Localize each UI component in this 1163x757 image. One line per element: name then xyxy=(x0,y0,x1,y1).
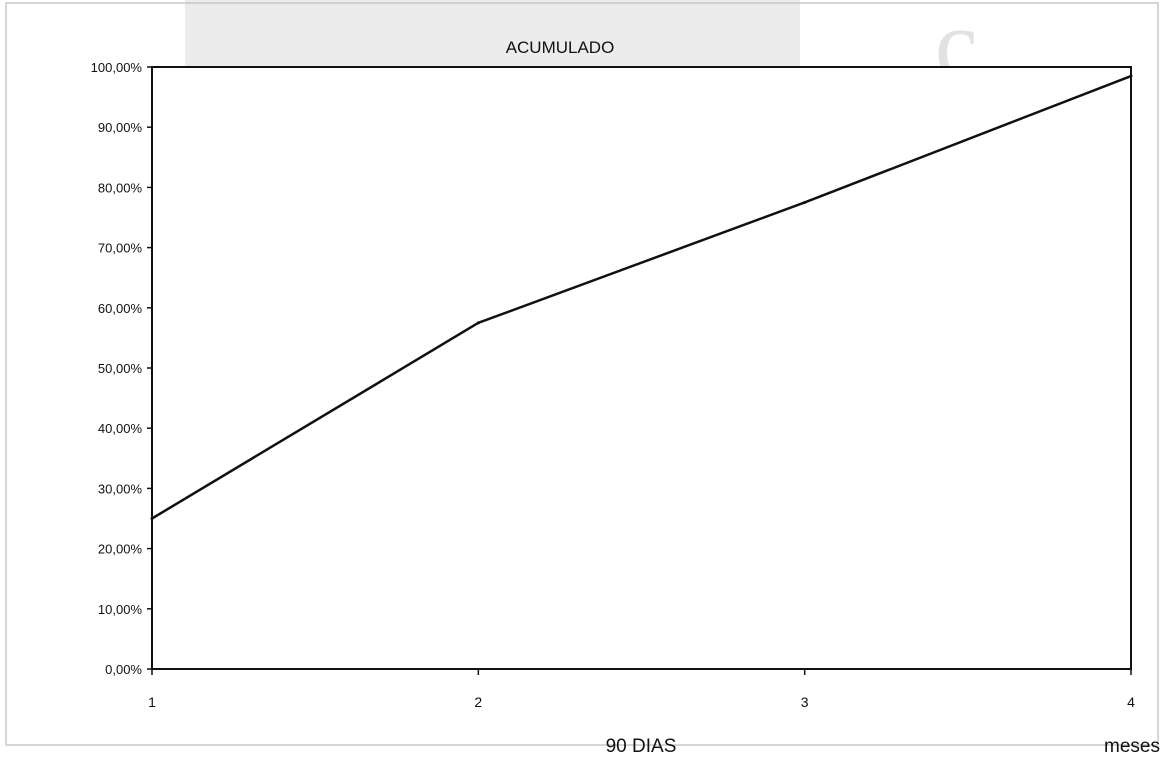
x-tick-label: 1 xyxy=(148,694,156,710)
chart-title: ACUMULADO xyxy=(506,38,615,57)
data-point xyxy=(1129,74,1133,78)
y-tick-label: 70,00% xyxy=(98,241,143,256)
x-axis-label: 90 DIAS xyxy=(606,736,677,757)
x-tick-label: 4 xyxy=(1127,694,1135,710)
chart-frame xyxy=(5,2,1159,746)
series-layer xyxy=(150,74,1133,520)
y-tick-label: 20,00% xyxy=(98,542,143,557)
y-tick-label: 90,00% xyxy=(98,120,143,135)
data-point xyxy=(476,321,480,325)
y-tick-label: 80,00% xyxy=(98,180,143,195)
y-tick-label: 100,00% xyxy=(91,60,143,75)
plot-area xyxy=(151,66,1132,670)
y-tick-label: 40,00% xyxy=(98,421,143,436)
x-tick-label: 2 xyxy=(474,694,482,710)
data-point xyxy=(803,200,807,204)
x-axis-ticks: 1 2 3 4 xyxy=(148,669,1135,710)
y-axis-ticks: 0,00% 10,00% 20,00% 30,00% 40,00% 50,00% 60,00… xyxy=(91,60,152,677)
y-tick-label: 10,00% xyxy=(98,602,143,617)
data-point xyxy=(150,517,154,520)
y-tick-label: 0,00% xyxy=(105,662,142,677)
y-tick-label: 50,00% xyxy=(98,361,143,376)
y-tick-label: 30,00% xyxy=(98,481,143,496)
x-tick-label: 3 xyxy=(801,694,809,710)
x-unit-label: meses xyxy=(1104,736,1160,757)
series-line-1 xyxy=(151,74,1132,520)
y-tick-label: 60,00% xyxy=(98,301,143,316)
